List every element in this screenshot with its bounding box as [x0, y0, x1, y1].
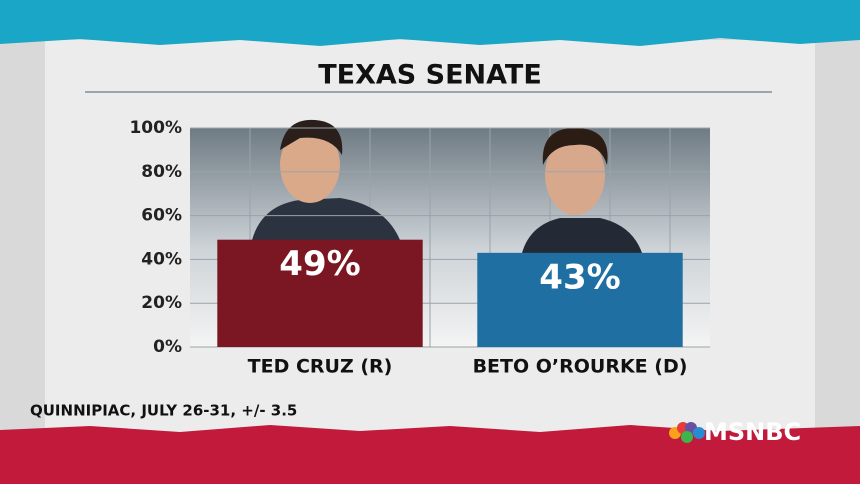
- candidate-photo: [252, 119, 400, 240]
- y-tick-label: 0%: [153, 337, 182, 357]
- network-name: MSNBC: [704, 418, 801, 446]
- bar: [477, 252, 683, 347]
- value-label: 49%: [279, 244, 360, 284]
- source-note: QUINNIPIAC, JULY 26-31, +/- 3.5: [30, 402, 297, 420]
- y-tick-label: 100%: [129, 118, 182, 138]
- y-tick-label: 80%: [141, 162, 182, 182]
- chart-title: TEXAS SENATE: [318, 60, 542, 91]
- x-tick-label: BETO O’ROURKE (D): [473, 356, 688, 378]
- y-tick-label: 40%: [141, 249, 182, 269]
- bottom-band: [0, 425, 860, 484]
- x-tick-label: TED CRUZ (R): [248, 356, 393, 378]
- top-band: [0, 0, 860, 46]
- value-label: 43%: [539, 257, 620, 297]
- network-logo: MSNBC: [669, 418, 801, 446]
- y-tick-label: 60%: [141, 206, 182, 226]
- y-tick-label: 20%: [141, 293, 182, 313]
- candidate-photo: [522, 128, 642, 253]
- bar: [217, 239, 423, 347]
